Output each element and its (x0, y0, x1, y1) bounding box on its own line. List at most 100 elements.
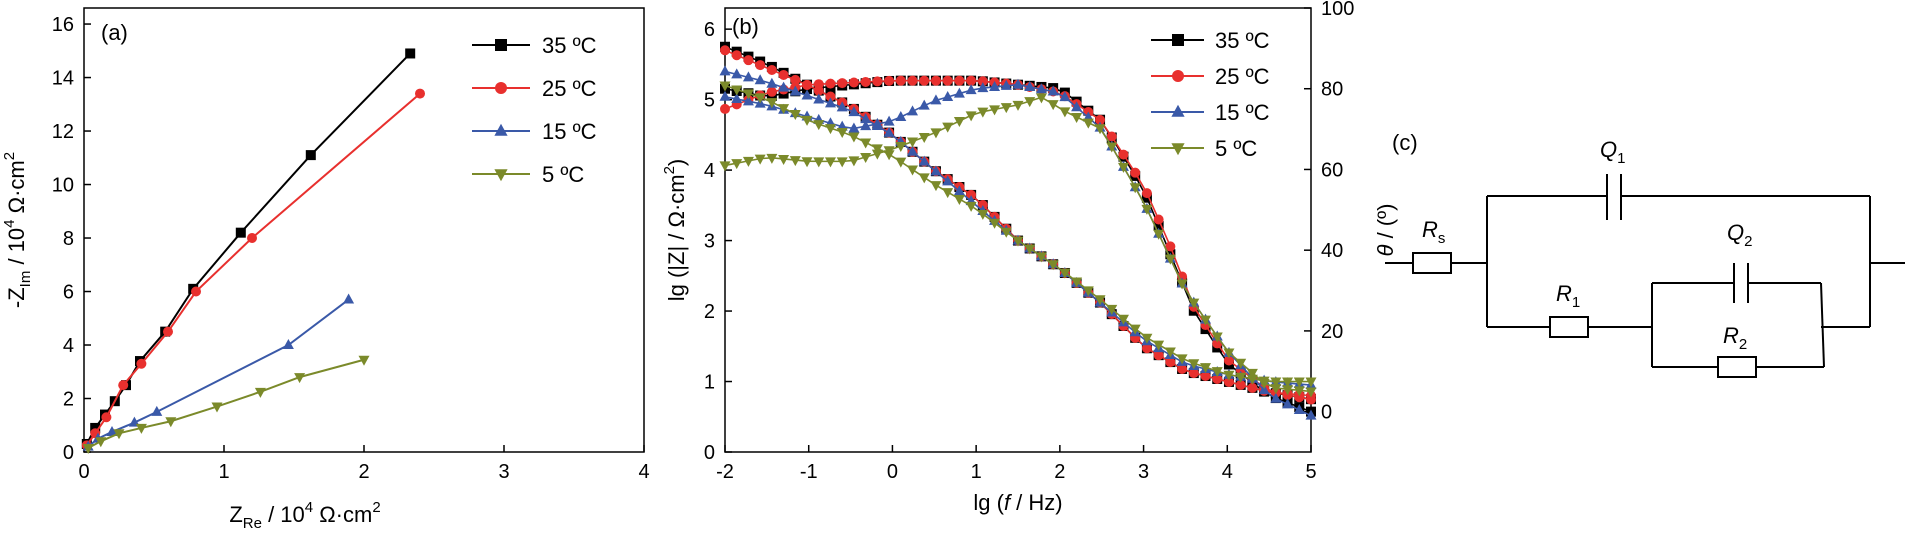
panel-b-series-5-c-lgz-point (1000, 227, 1012, 238)
panel-b-legend-25-c-marker (1172, 70, 1184, 82)
panel-b-series-5-c-phase-point (918, 133, 930, 144)
panel-b-series-15-c-phase-line (724, 83, 1312, 417)
panel-b-series-5-c-lgz-point (1059, 268, 1071, 279)
panel-a-x-tick-label: 2 (358, 461, 369, 483)
panel-b-series-15-c-lgz-point (848, 106, 860, 117)
panel-a-series-15-c-line (87, 298, 350, 448)
panel-b-series-25-c-phase-point (1153, 214, 1164, 225)
panel-b-series-25-c-phase-point (930, 75, 941, 86)
panel-b-x-tick-label: -1 (800, 461, 818, 483)
panel-b-series-5-c-lgz-line (724, 84, 1311, 383)
panel-b-series-5-c-phase-point (989, 105, 1001, 116)
panel-b-left-y-tick-label: 1 (704, 372, 715, 394)
panel-b-series-5-c-lgz-point (766, 98, 778, 109)
panel-b-left-y-tick-label: 4 (704, 160, 715, 182)
panel-b-series-5-c-lgz-point (1188, 359, 1200, 370)
panel-b-series-25-c-lgz-point (1141, 343, 1152, 354)
panel-b-series-15-c-phase-point (1305, 409, 1317, 420)
panel-b-legend-25-c-label: 25 ºC (1215, 64, 1270, 89)
panel-a-series-5-c-line (87, 358, 365, 449)
panel-a-legend-5-c-marker (494, 169, 508, 182)
panel-b-series-15-c-phase-point (930, 94, 942, 105)
panel-b-series-25-c-phase-point (954, 75, 965, 86)
panel-b-series-5-c-lgz-point (1164, 347, 1176, 358)
panel-b-series-5-c-lgz-point (836, 128, 848, 139)
panel-b-series-15-c-phase-point (907, 105, 919, 116)
panel-b-series-15-c-lgz-point (731, 68, 743, 79)
panel-b-series-25-c-phase-point (825, 78, 836, 89)
panel-b-left-y-tick-label: 6 (704, 19, 715, 41)
panel-b-series-5-c-phase-point (1071, 112, 1083, 123)
panel-a-series-15-c-point (151, 405, 163, 416)
panel-a-legend-15-c-marker (494, 123, 508, 136)
panel-b-left-y-tick-label: 2 (704, 301, 715, 323)
panel-a-x-tick-label: 0 (78, 461, 89, 483)
label-q1: Q1 (1600, 137, 1625, 167)
panel-b-right-y-tick-label: 80 (1321, 79, 1343, 101)
panel-b-x-tick-label: 0 (887, 461, 898, 483)
panel-b-series-15-c-phase-point (1047, 85, 1059, 96)
panel-b-series-15-c-phase-point (742, 95, 754, 106)
panel-b-series-25-c-phase-point (872, 76, 883, 87)
panel-a-legend-5-c-label: 5 ºC (542, 162, 584, 187)
panel-a-series-5-c-point (135, 423, 147, 434)
panel-b-x-tick-label: 3 (1138, 461, 1149, 483)
panel-b-series-5-c-phase-point (1188, 298, 1200, 309)
panel-b-series-15-c-phase-point (1059, 91, 1071, 102)
panel-b-series-5-c-lgz-point (1129, 324, 1141, 335)
panel-b-series-25-c-phase-point (942, 75, 953, 86)
panel-a-legend: 35 ºC 25 ºC 15 ºC 5 ºC (472, 33, 597, 187)
panel-b-series-15-c-phase-point (731, 93, 743, 104)
panel-a-series-15-c-point (106, 425, 118, 436)
panel-b-series-25-c-phase-point (802, 80, 813, 91)
panel-b-series-5-c-phase-point (860, 153, 872, 164)
panel-b-series-5-c-phase-point (824, 157, 836, 168)
panel-b-series-5-c-phase-point (1059, 107, 1071, 118)
panel-b-series-15-c-phase-point (1000, 79, 1012, 90)
panel-b-series-15-c-lgz-point (778, 81, 790, 92)
panel-b-series-15-c-phase-point (953, 87, 965, 98)
panel-a-y-tick-label: 10 (52, 175, 74, 197)
panel-b-series-15-c-phase-point (942, 90, 954, 101)
panel-b-series-5-c-phase-point (1000, 103, 1012, 114)
panel-b-series-5-c-phase-point (883, 146, 895, 157)
panel-b-series-25-c-lgz-point (778, 69, 789, 80)
panel-b-series-15-c-phase-point (719, 90, 731, 101)
panel-b-series-15-c-phase-point (1024, 80, 1036, 91)
panel-a-label: (a) (101, 20, 128, 45)
panel-b-series-5-c-phase-point (1282, 385, 1294, 396)
panel-b-series-15-c-phase-point (989, 80, 1001, 91)
panel-b-series-25-c-phase-point (813, 79, 824, 90)
panel-a-series-25-c-point (163, 326, 173, 337)
panel-a-series-25-c-line (85, 92, 421, 446)
panel-b-series-5-c-lgz-point (1117, 314, 1129, 325)
panel-b-series-5-c-lgz-point (813, 120, 825, 131)
panel-b-series-25-c-lgz-point (790, 74, 801, 85)
panel-b-series-5-c-lgz-point (824, 124, 836, 135)
panel-b-series-25-c-lgz-point (825, 91, 836, 102)
panel-b-series-25-c-phase-point (1106, 131, 1117, 142)
panel-a-y-tick-label: 2 (63, 389, 74, 411)
panel-a-series-35-c-line (85, 52, 411, 445)
panel-b-series-5-c-phase-point (1258, 379, 1270, 390)
panel-b-series-5-c-phase-point (1117, 162, 1129, 173)
panel-a-series-25-c-point (118, 380, 129, 391)
panel-b-series-5-c-lgz-point (1200, 363, 1212, 374)
panel-b-series-5-c-lgz-point (1282, 377, 1294, 388)
panel-b-series-25-c-lgz-point (1200, 371, 1211, 382)
panel-b-legend-5-c-label: 5 ºC (1215, 136, 1257, 161)
panel-b-legend-5-c-marker (1171, 143, 1185, 156)
panel-b-series-15-c-lgz-point (918, 155, 930, 166)
panel-b-series-5-c-lgz-point (1141, 333, 1153, 344)
panel-b-series-25-c-lgz-point (1247, 382, 1258, 393)
panel-c-equivalent-circuit: (c) Rs Q1 R1 Q2 (1385, 130, 1905, 378)
panel-b-series-5-c-lgz-point (1235, 372, 1247, 383)
panel-b-left-y-tick-label: 0 (704, 442, 715, 464)
panel-b-series-5-c-lgz-point (930, 181, 942, 192)
panel-a-series-5-c-point (113, 429, 125, 440)
panel-b-series-5-c-lgz-point (1305, 377, 1317, 388)
panel-b-series-5-c-phase-point (731, 159, 743, 170)
panel-b-series-5-c-lgz-point (1246, 374, 1258, 385)
